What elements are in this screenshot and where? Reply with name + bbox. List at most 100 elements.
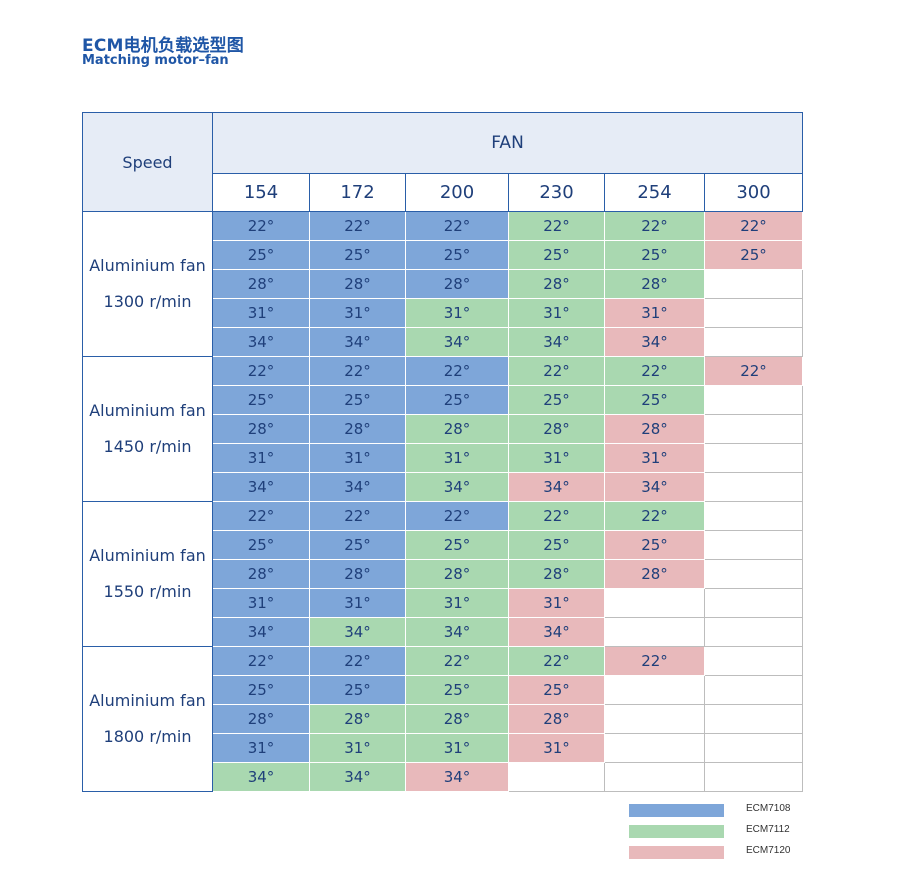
angle-cell: 31°: [309, 443, 406, 473]
angle-cell: 31°: [212, 298, 310, 328]
angle-cell: 31°: [405, 443, 509, 473]
angle-cell: 22°: [703, 211, 804, 241]
angle-cell: 25°: [309, 240, 406, 270]
motor-fan-matrix: Speed FAN 154 172 200 230 254 300 Aluminium f…: [82, 112, 804, 792]
angle-cell: 25°: [703, 240, 804, 270]
angle-cell: 31°: [508, 443, 605, 473]
page-subtitle: Matching motor–fan: [82, 53, 229, 68]
angle-cell: 28°: [212, 269, 310, 299]
angle-cell: 34°: [604, 327, 705, 357]
speed-value-label: 1800 r/min: [103, 727, 192, 746]
angle-cell: [604, 588, 705, 618]
angle-cell: [604, 762, 705, 792]
fan-type-label: Aluminium fan: [89, 691, 206, 710]
table-row: 25° 25° 25° 25° 25°: [83, 385, 804, 415]
table-row: 34° 34° 34°: [83, 762, 804, 792]
angle-cell: 22°: [212, 646, 310, 676]
motor-fan-table-wrap: Speed FAN 154 172 200 230 254 300 Aluminium f…: [82, 112, 804, 792]
legend-swatch: [629, 825, 724, 838]
angle-cell: 34°: [405, 617, 509, 647]
angle-cell: 25°: [405, 530, 509, 560]
angle-cell: 25°: [508, 240, 605, 270]
angle-cell: 34°: [309, 617, 406, 647]
angle-cell: [703, 414, 804, 444]
angle-cell: 22°: [309, 211, 406, 241]
angle-cell: 22°: [703, 356, 804, 386]
angle-cell: 22°: [212, 356, 310, 386]
angle-cell: 25°: [508, 385, 605, 415]
angle-cell: 34°: [309, 762, 406, 792]
angle-cell: 22°: [604, 501, 705, 531]
angle-cell: 28°: [405, 414, 509, 444]
fan-size-row: 154 172 200 230 254 300: [83, 173, 804, 212]
angle-cell: 22°: [508, 356, 605, 386]
angle-cell: 22°: [508, 211, 605, 241]
angle-cell: 34°: [405, 472, 509, 502]
table-row: 28° 28° 28° 28° 28°: [83, 269, 804, 299]
table-row: 34° 34° 34° 34° 34°: [83, 327, 804, 357]
fan-size-154: 154: [212, 173, 310, 212]
fan-type-label: Aluminium fan: [89, 401, 206, 420]
table-row: Aluminium fan 1300 r/min 22° 22° 22° 22° 22° 22…: [82, 211, 804, 357]
table-row: 34° 34° 34° 34°: [83, 617, 804, 647]
angle-cell: [703, 646, 804, 676]
angle-cell: [703, 617, 804, 647]
table-row: 31° 31° 31° 31°: [83, 588, 804, 618]
angle-cell: 22°: [212, 501, 310, 531]
angle-cell: [703, 559, 804, 589]
angle-cell: [703, 472, 804, 502]
angle-cell: 31°: [405, 298, 509, 328]
angle-cell: 25°: [212, 385, 310, 415]
angle-cell: 25°: [604, 530, 705, 560]
angle-cell: 34°: [212, 617, 310, 647]
angle-cell: 31°: [508, 588, 605, 618]
table-row: 31° 31° 31° 31°: [83, 733, 804, 763]
legend-label: ECM7108: [746, 803, 791, 814]
angle-cell: [703, 385, 804, 415]
angle-cell: 28°: [212, 704, 310, 734]
angle-cell: 34°: [405, 762, 509, 792]
page-title: ECM电机负载选型图: [82, 36, 245, 56]
angle-cell: 28°: [309, 559, 406, 589]
angle-cell: 31°: [309, 588, 406, 618]
angle-cell: 25°: [405, 385, 509, 415]
angle-cell: 28°: [508, 559, 605, 589]
angle-cell: 28°: [405, 704, 509, 734]
angle-cell: 22°: [309, 356, 406, 386]
table-row: 31° 31° 31° 31° 31°: [83, 298, 804, 328]
table-row: Aluminium fan 1800 r/min 22° 22° 22° 22° 22°: [82, 646, 804, 792]
table-row: Aluminium fan 1550 r/min 22° 22° 22° 22° 22°: [82, 501, 804, 647]
angle-cell: 22°: [405, 501, 509, 531]
angle-cell: 25°: [604, 385, 705, 415]
angle-cell: [604, 704, 705, 734]
angle-cell: [703, 269, 804, 299]
fan-type-label: Aluminium fan: [89, 546, 206, 565]
table-row: 28° 28° 28° 28° 28°: [83, 559, 804, 589]
angle-cell: 25°: [405, 240, 509, 270]
fan-size-200: 200: [405, 173, 509, 212]
fan-header: FAN: [211, 112, 804, 174]
speed-header: Speed: [82, 112, 213, 212]
angle-cell: [703, 675, 804, 705]
angle-cell: 28°: [508, 704, 605, 734]
angle-cell: 22°: [508, 501, 605, 531]
angle-cell: 22°: [604, 356, 705, 386]
angle-cell: 25°: [604, 240, 705, 270]
angle-cell: [508, 762, 605, 792]
legend-label: ECM7120: [746, 845, 791, 856]
angle-cell: 34°: [508, 327, 605, 357]
angle-cell: [703, 327, 804, 357]
speed-value-label: 1550 r/min: [103, 582, 192, 601]
angle-cell: 34°: [212, 472, 310, 502]
matrix-body: Aluminium fan 1300 r/min 22° 22° 22° 22° 22° 22…: [82, 211, 804, 792]
angle-cell: 34°: [508, 617, 605, 647]
angle-cell: 34°: [508, 472, 605, 502]
angle-cell: 28°: [604, 269, 705, 299]
speed-label: Aluminium fan 1800 r/min: [82, 646, 213, 792]
angle-cell: [703, 733, 804, 763]
legend-label: ECM7112: [746, 824, 790, 835]
angle-cell: 22°: [405, 356, 509, 386]
angle-cell: 31°: [604, 443, 705, 473]
table-row: 25° 25° 25° 25° 25° 25°: [83, 240, 804, 270]
angle-cell: [703, 443, 804, 473]
